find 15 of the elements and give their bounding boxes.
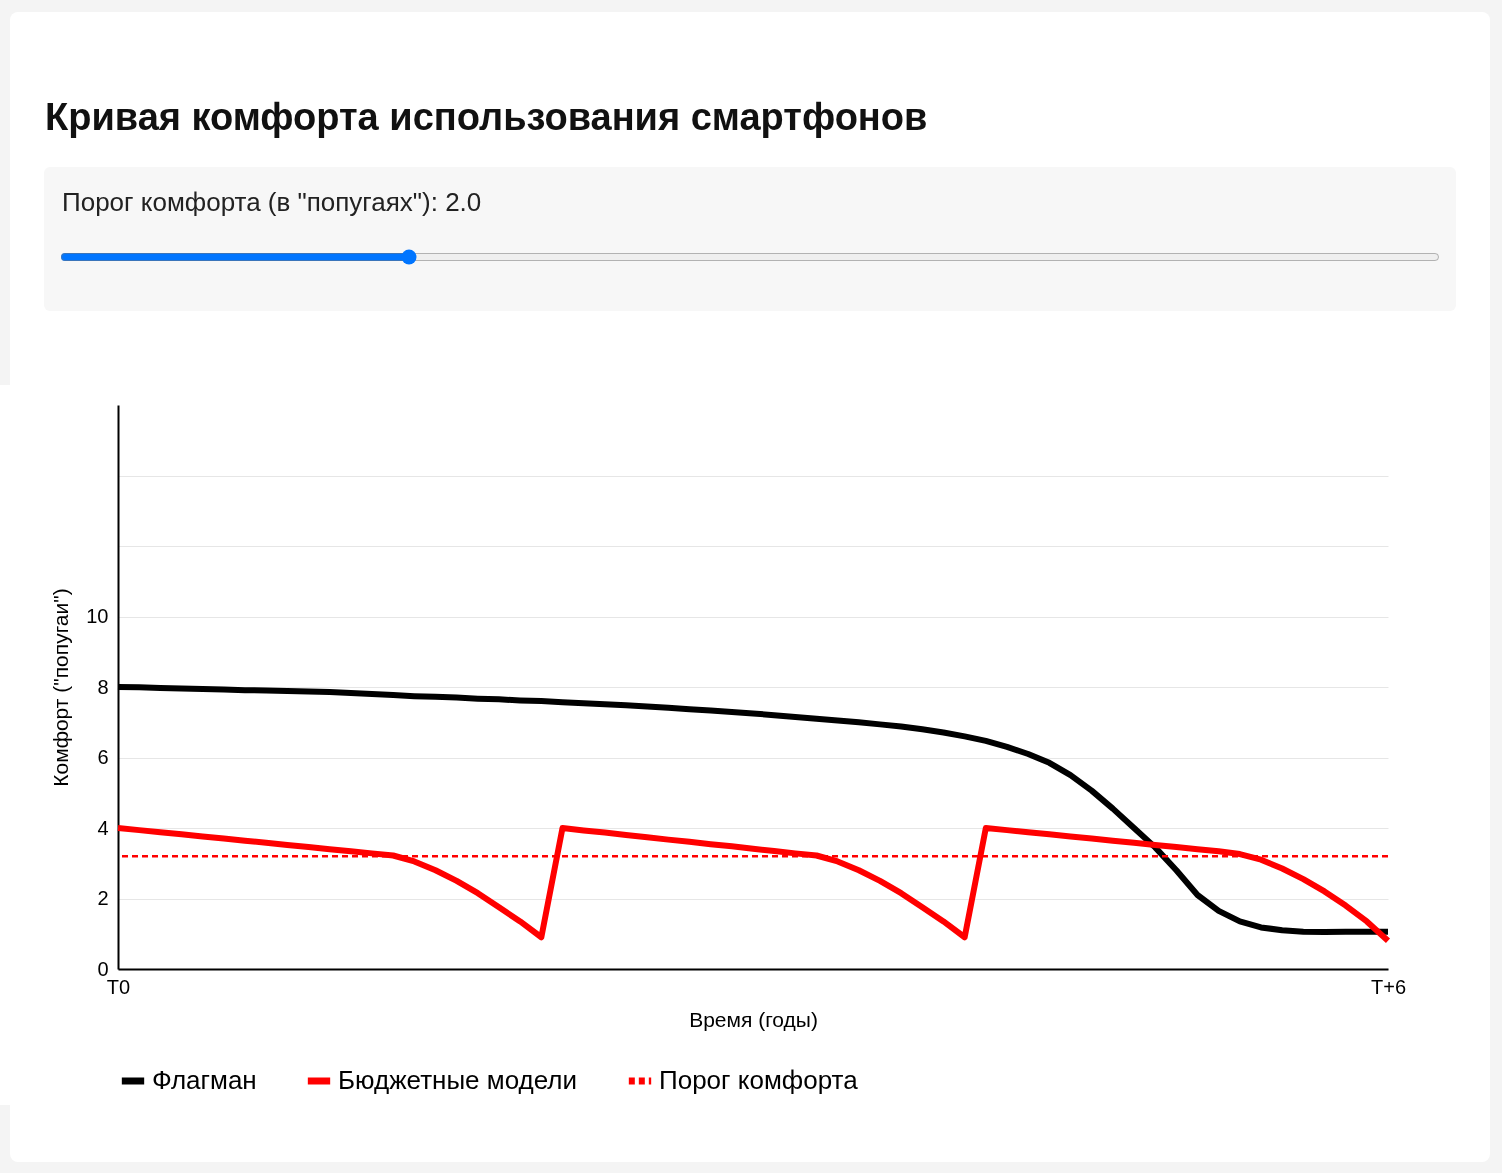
- x-tick-label: T0: [106, 975, 131, 998]
- y-tick-label: 4: [97, 816, 109, 839]
- y-tick-label: 6: [97, 746, 109, 768]
- y-tick-label: 8: [97, 675, 109, 698]
- legend-label: Флагман: [152, 1065, 257, 1095]
- legend-label: Бюджетные модели: [338, 1065, 578, 1095]
- chart-title: Кривая комфорта использования смартфонов: [45, 96, 928, 139]
- y-tick-label: 0: [97, 957, 109, 980]
- x-axis-title: Время (годы): [689, 1007, 818, 1031]
- y-tick-label: 10: [86, 605, 109, 627]
- y-axis-title: Комфорт ("попугаи"): [49, 588, 73, 787]
- legend-label: Порог комфорта: [659, 1065, 859, 1095]
- text: Порог комфорта (в "попугаях"): 2.0: [62, 187, 482, 218]
- y-tick-label: 2: [97, 887, 109, 909]
- x-tick-label: T+6: [1370, 975, 1407, 998]
